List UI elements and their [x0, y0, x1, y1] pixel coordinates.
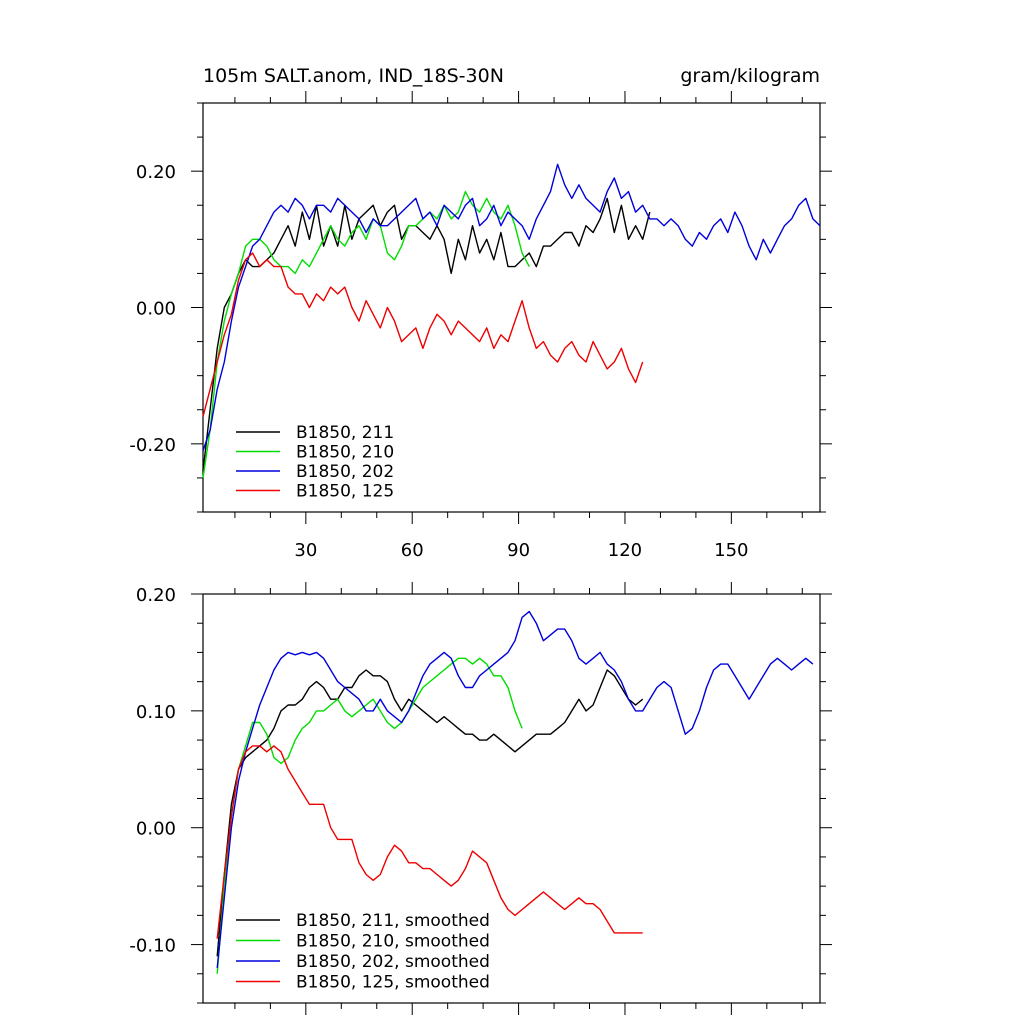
- series-line: [216, 745, 643, 939]
- legend-label: B1850, 210: [296, 443, 394, 463]
- x-tick-label: 30: [294, 540, 317, 561]
- y-tick-label: 0.00: [136, 819, 176, 840]
- y-tick-label: 0.20: [136, 162, 176, 183]
- series-line: [202, 197, 651, 472]
- legend-label: B1850, 125: [296, 482, 394, 502]
- y-tick-label: -0.20: [129, 435, 176, 456]
- y-tick-label: 0.10: [136, 702, 176, 723]
- legend-label: B1850, 202, smoothed: [296, 952, 490, 972]
- legend-label: B1850, 210, smoothed: [296, 932, 490, 952]
- x-tick-label: 150: [714, 540, 748, 561]
- y-tick-label: 0.20: [136, 585, 176, 606]
- series-group-top: [202, 163, 821, 479]
- legend-label: B1850, 211, smoothed: [296, 911, 490, 931]
- series-group-bottom: [216, 610, 814, 974]
- x-tick-label: 120: [608, 540, 642, 561]
- series-line: [216, 657, 523, 974]
- x-tick-label: 60: [401, 540, 424, 561]
- y-tick-label: 0.00: [136, 299, 176, 320]
- series-line: [216, 610, 814, 968]
- chart-title-left: 105m SALT.anom, IND_18S-30N: [203, 65, 504, 87]
- series-line: [202, 252, 644, 417]
- panel-bottom: 0.200.100.00-0.10 B1850, 211, smoothedB1…: [129, 582, 832, 1015]
- y-tick-label: -0.10: [129, 936, 176, 957]
- series-line: [202, 163, 821, 451]
- series-line: [216, 669, 644, 957]
- legend-label: B1850, 202: [296, 462, 394, 482]
- x-tick-label: 90: [507, 540, 530, 561]
- axis-ticks-bottom: 0.20 0.10 0.00 -0.10: [129, 582, 832, 1015]
- legend-label: B1850, 211: [296, 423, 394, 443]
- legend-label: B1850, 125, smoothed: [296, 973, 490, 993]
- axis-ticks-top: 30 60 90 120 150 0.20 0.00 -0.20: [129, 91, 832, 561]
- chart-title-right: gram/kilogram: [680, 65, 820, 87]
- panel-top: 105m SALT.anom, IND_18S-30N gram/kilogra…: [129, 65, 832, 561]
